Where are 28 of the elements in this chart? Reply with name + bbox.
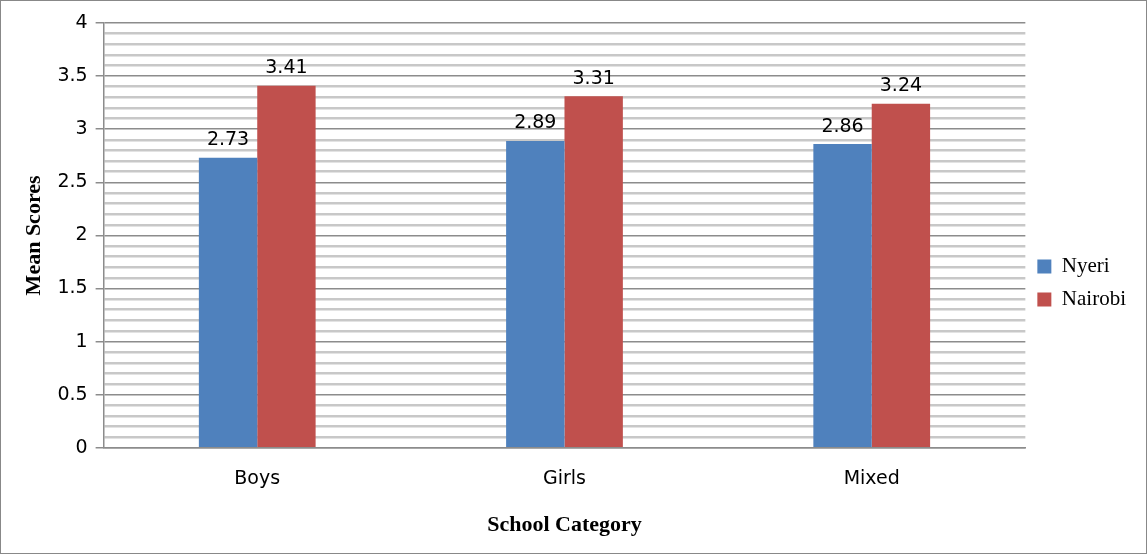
x-tick-label: Mixed [843, 466, 900, 489]
y-tick-label: 2.5 [57, 169, 88, 192]
data-label: 2.89 [514, 110, 557, 133]
data-label: 2.86 [821, 113, 864, 136]
bar [198, 157, 258, 448]
x-tick-label: Girls [542, 466, 586, 489]
y-tick-label: 0 [75, 434, 88, 457]
data-label: 2.73 [206, 127, 250, 150]
x-axis-title: School Category [487, 511, 642, 537]
y-tick-label: 3.5 [57, 63, 88, 86]
y-tick-label: 3 [75, 116, 88, 139]
y-tick-label: 1.5 [57, 275, 88, 298]
y-tick-label: 4 [75, 9, 88, 32]
bar [871, 103, 931, 448]
legend-label: Nyeri [1061, 253, 1110, 278]
y-axis-title: Mean Scores [19, 174, 45, 296]
x-tick-label: Boys [234, 466, 281, 489]
legend-label: Nairobi [1061, 286, 1127, 311]
data-label: 3.31 [572, 65, 615, 88]
data-label: 3.41 [265, 55, 308, 78]
bar [564, 96, 623, 448]
bar [257, 85, 316, 448]
bar [506, 140, 565, 448]
bar [813, 144, 872, 448]
y-tick-label: 0.5 [57, 381, 88, 404]
data-label: 3.24 [879, 73, 923, 96]
y-tick-label: 2 [75, 222, 88, 245]
y-tick-label: 1 [75, 328, 88, 351]
